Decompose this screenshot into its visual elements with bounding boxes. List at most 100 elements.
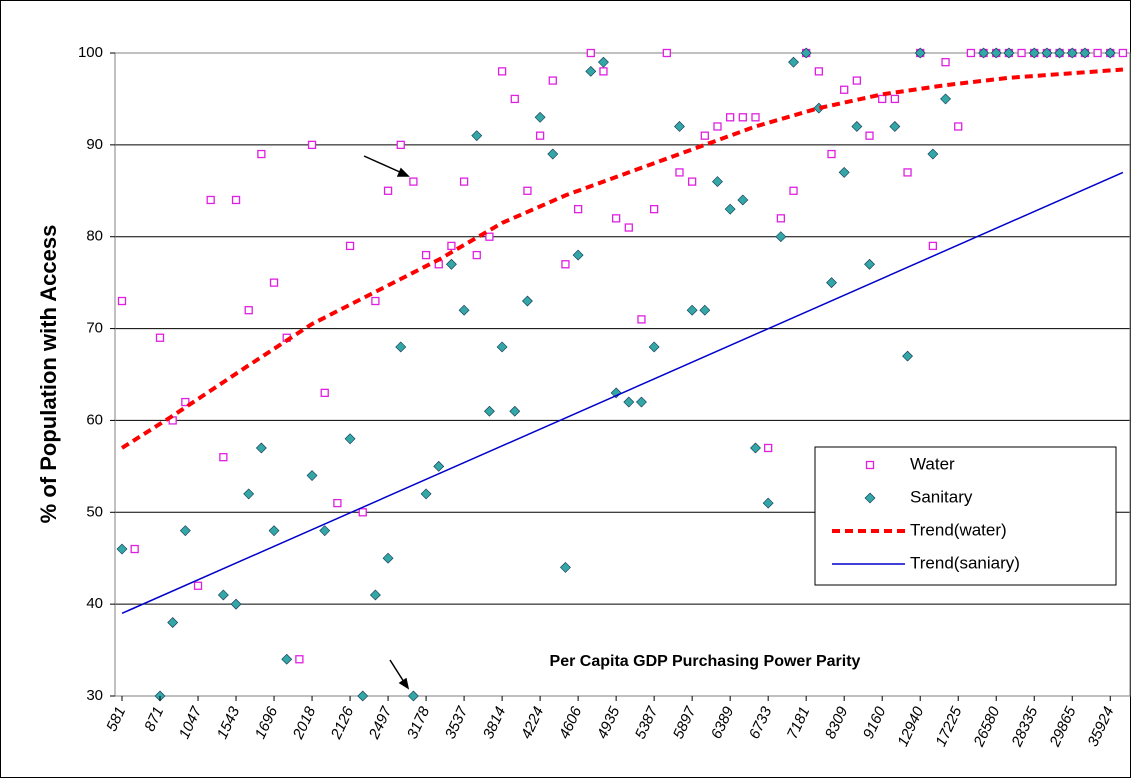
y-tick-label: 50 — [86, 503, 103, 520]
point — [775, 231, 787, 243]
point — [219, 453, 228, 462]
y-tick-label: 100 — [78, 44, 103, 61]
y-tick-label: 60 — [86, 411, 103, 428]
point — [764, 443, 773, 453]
point — [344, 433, 356, 445]
point — [255, 442, 267, 454]
point — [179, 525, 191, 537]
point — [700, 131, 709, 140]
legend — [814, 446, 1117, 586]
marks — [116, 47, 1128, 702]
point — [472, 250, 481, 260]
point — [726, 113, 735, 122]
legend-label: Water — [910, 454, 955, 473]
trend-line — [120, 67, 1124, 450]
point — [509, 405, 521, 417]
point — [890, 94, 900, 104]
point — [1118, 48, 1128, 58]
point — [814, 67, 823, 76]
point — [852, 76, 862, 85]
trend-line — [121, 171, 1124, 615]
point — [458, 304, 470, 316]
point — [688, 177, 697, 186]
point — [548, 76, 557, 85]
point — [357, 690, 369, 702]
point — [865, 131, 874, 140]
point — [648, 341, 660, 353]
point — [523, 186, 532, 195]
point — [675, 168, 684, 177]
point — [244, 306, 253, 315]
legend-label: Trend(water) — [910, 520, 1007, 539]
point — [447, 241, 456, 251]
point — [345, 241, 355, 251]
point — [838, 166, 850, 178]
point — [382, 552, 394, 564]
point — [420, 488, 432, 500]
point — [320, 388, 329, 398]
point — [940, 93, 951, 105]
point — [1017, 48, 1026, 58]
point — [535, 131, 545, 140]
point — [611, 214, 621, 223]
point — [864, 258, 875, 270]
point — [1104, 47, 1116, 59]
y-tick-label: 30 — [86, 687, 103, 704]
point — [954, 122, 963, 131]
annotation: Per Capita GDP Purchasing Power Parity — [550, 653, 861, 670]
point — [395, 341, 407, 353]
point — [130, 544, 139, 554]
point — [369, 589, 381, 601]
point — [243, 488, 255, 500]
point — [181, 397, 190, 407]
point — [624, 223, 633, 232]
point — [407, 690, 419, 702]
point — [445, 258, 457, 270]
point — [724, 203, 736, 215]
point — [383, 186, 393, 195]
point — [599, 67, 608, 76]
point — [167, 617, 179, 628]
point — [409, 177, 418, 186]
point — [789, 186, 798, 195]
point — [230, 598, 242, 610]
point — [941, 58, 950, 67]
point — [637, 315, 646, 324]
legend-entries: Water Sanitary Trend(water) Trend(saniary) — [832, 454, 1020, 572]
point — [257, 149, 266, 159]
point — [674, 121, 685, 132]
point — [433, 460, 445, 472]
legend-marker — [865, 460, 875, 470]
point — [978, 47, 989, 59]
point — [547, 148, 559, 160]
point — [396, 140, 405, 150]
point — [686, 304, 698, 316]
point — [738, 113, 747, 122]
point — [1054, 47, 1066, 59]
point — [1003, 47, 1015, 59]
point — [306, 470, 318, 481]
plot-area — [114, 52, 1131, 697]
point — [966, 48, 976, 58]
point — [471, 130, 483, 142]
point — [776, 214, 785, 223]
point — [522, 295, 533, 307]
point — [751, 113, 760, 122]
point — [1093, 48, 1102, 58]
point — [206, 195, 215, 205]
point — [902, 350, 913, 362]
point — [737, 194, 749, 206]
point — [281, 653, 293, 665]
point — [217, 589, 229, 601]
point — [534, 111, 546, 123]
point — [371, 296, 380, 306]
point — [333, 498, 342, 508]
point — [598, 56, 609, 68]
point — [928, 241, 938, 251]
point — [914, 47, 926, 59]
point — [268, 525, 280, 537]
point — [319, 525, 331, 537]
point — [788, 56, 799, 68]
point — [762, 497, 774, 509]
point — [840, 85, 849, 94]
